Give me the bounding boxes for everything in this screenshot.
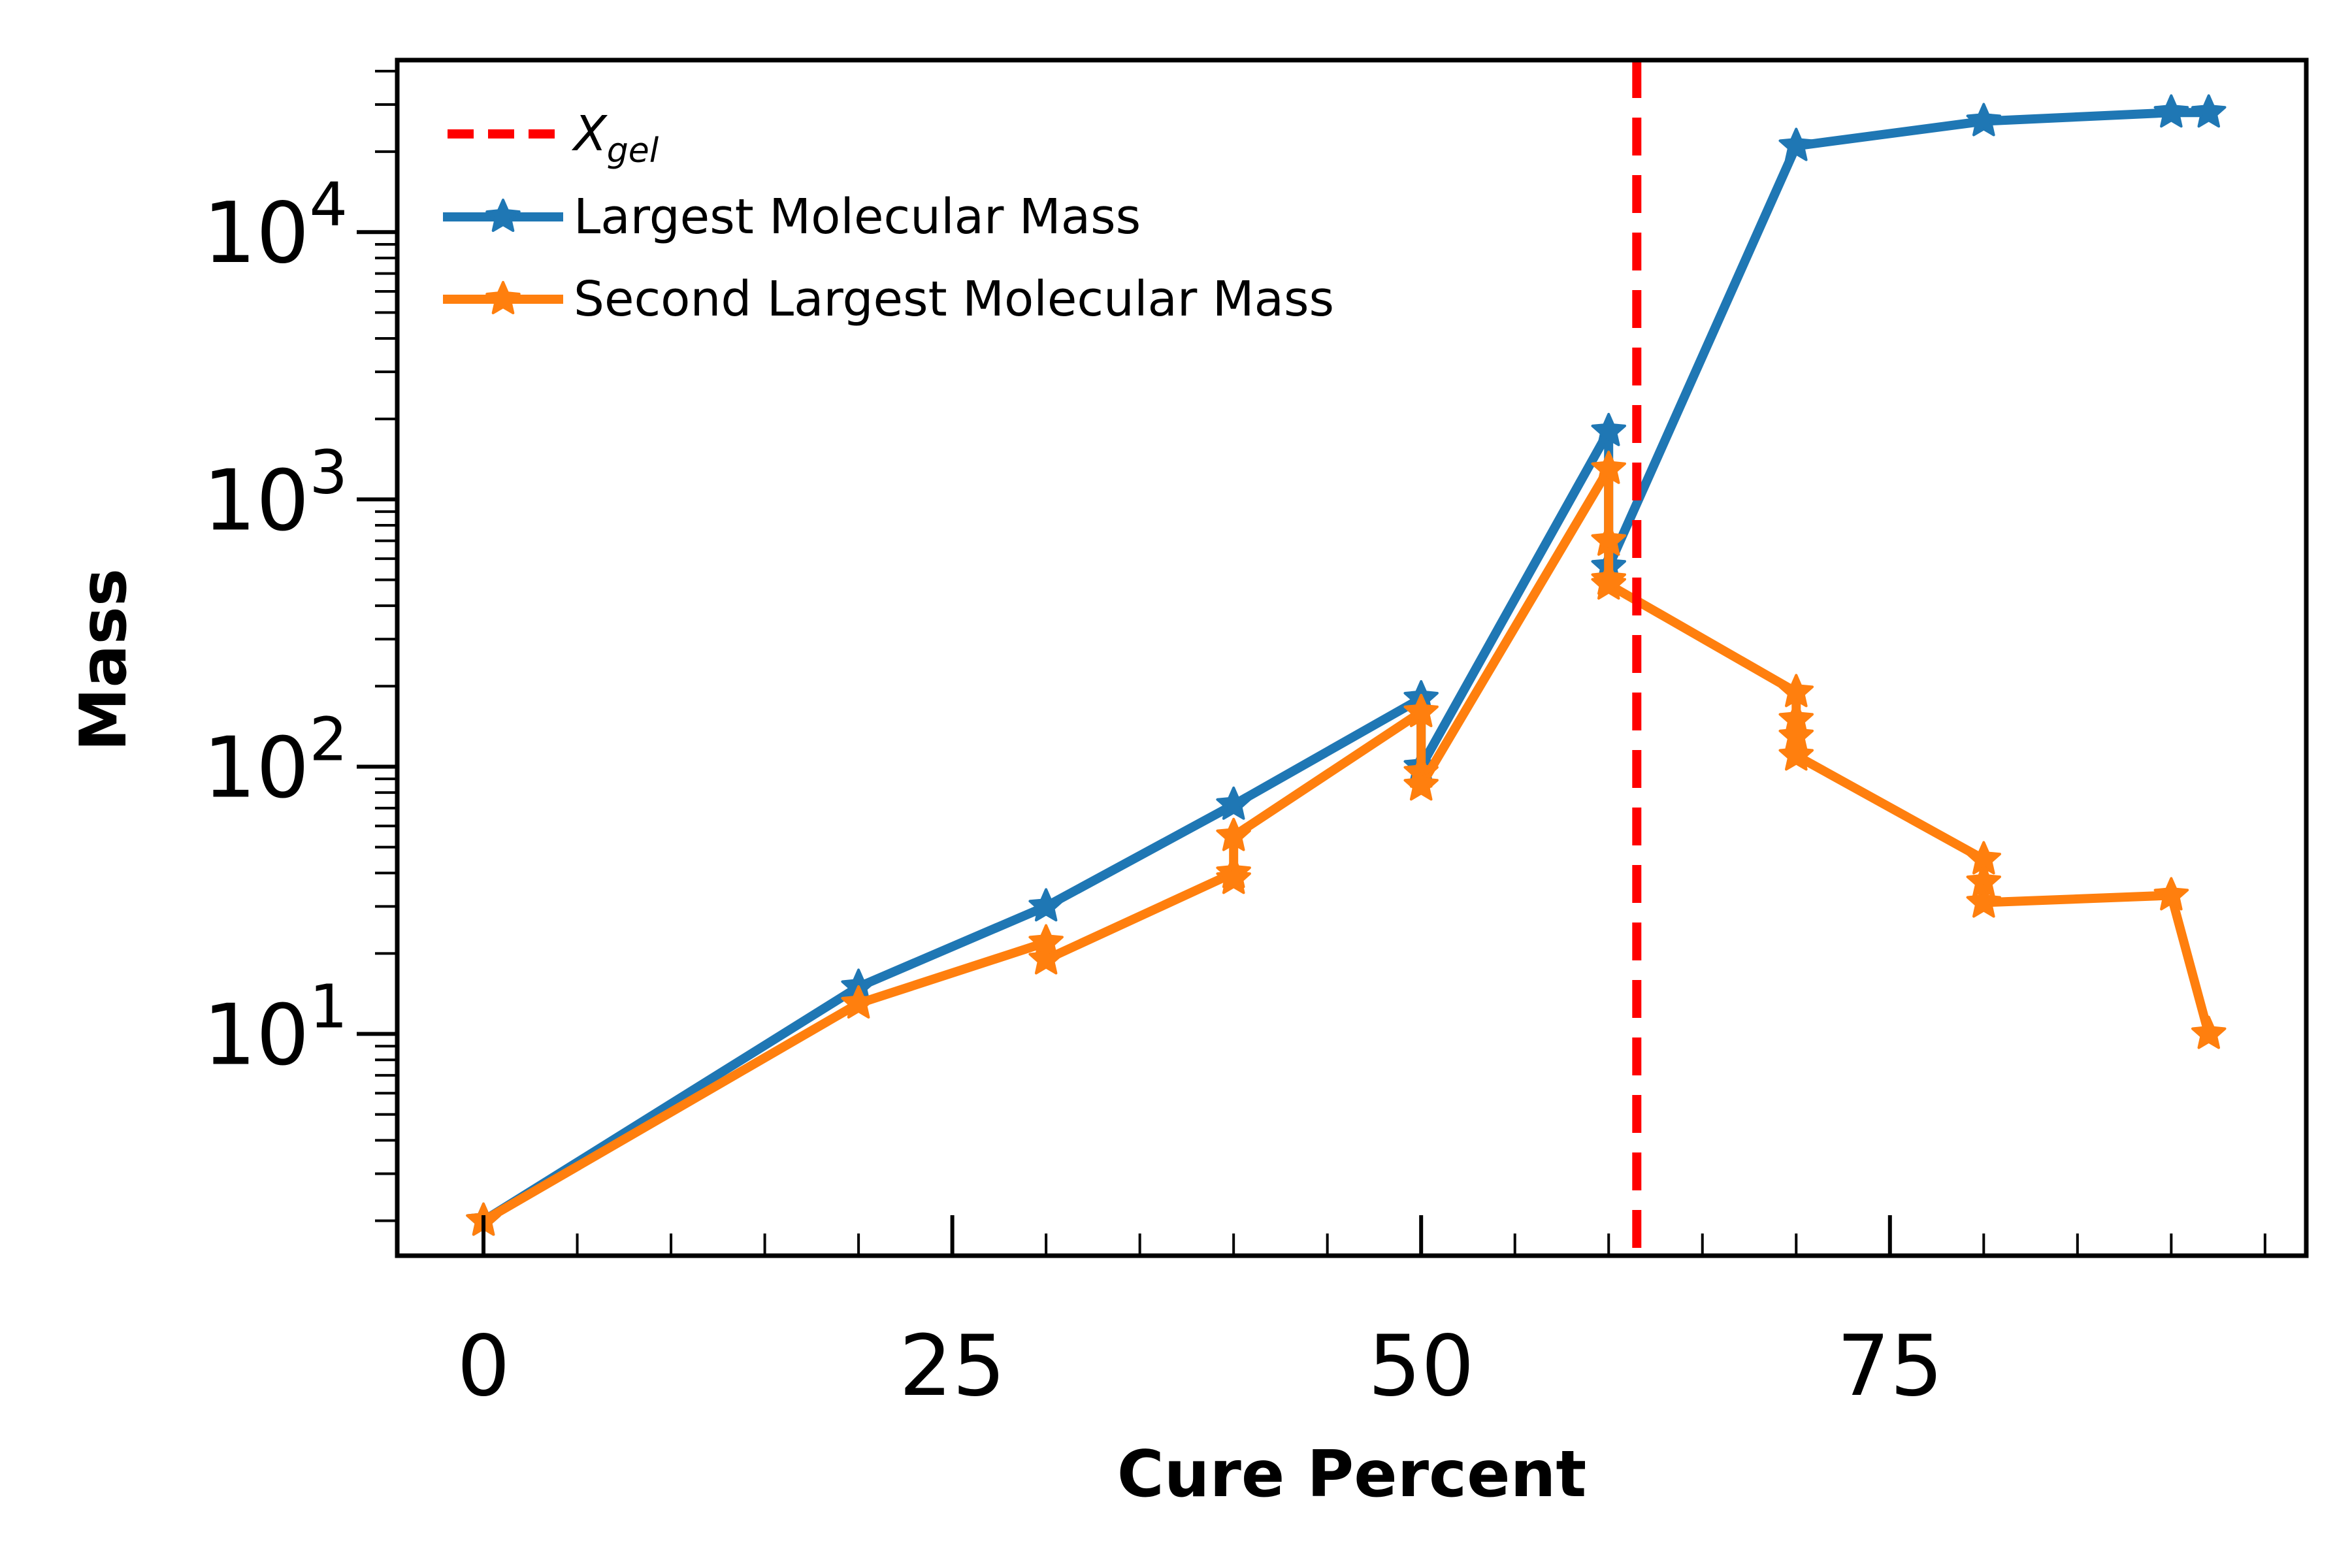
- data-point: [1216, 817, 1251, 851]
- x-axis-label: Cure Percent: [1117, 1437, 1586, 1512]
- x-tick-label: 50: [1368, 1318, 1475, 1415]
- legend-entry-largest: Largest Molecular Mass: [443, 189, 1141, 245]
- data-point: [1028, 941, 1064, 975]
- legend-star-glyph: [485, 281, 521, 314]
- y-tick-exponent: 2: [309, 704, 348, 774]
- data-point: [1591, 566, 1626, 600]
- x-tick-label: 0: [457, 1318, 510, 1415]
- y-axis-label: Mass: [67, 568, 141, 751]
- data-point: [1591, 412, 1626, 446]
- y-tick-base: 10: [203, 185, 310, 282]
- y-tick-exponent: 4: [309, 170, 348, 240]
- data-point: [2153, 877, 2189, 911]
- x-tick-label: 75: [1837, 1318, 1943, 1415]
- series-line-0: [481, 108, 2209, 1225]
- x-tick-label: 25: [899, 1318, 1005, 1415]
- gel-point-subscript: gel: [607, 131, 659, 171]
- y-tick-label: 103: [203, 437, 348, 549]
- y-tick-label: 101: [203, 972, 348, 1085]
- legend-label-gel-point: Xgel: [571, 106, 659, 171]
- y-tick-base: 10: [203, 719, 310, 817]
- data-point: [2153, 94, 2189, 128]
- legend-marker-largest: [485, 199, 521, 232]
- data-point: [2191, 94, 2227, 128]
- legend-star-glyph: [485, 199, 521, 232]
- data-point: [1028, 888, 1064, 922]
- data-point: [1403, 767, 1439, 801]
- data-point: [1778, 737, 1814, 771]
- data-point: [1591, 450, 1626, 484]
- data-point: [1966, 103, 2001, 137]
- y-tick-base: 10: [203, 987, 310, 1085]
- gel-point-symbol: X: [571, 106, 608, 162]
- series-layer: [466, 94, 2227, 1236]
- data-point: [841, 985, 876, 1019]
- data-point: [1591, 522, 1626, 556]
- plot-frame: [395, 57, 2309, 1258]
- data-point: [1403, 693, 1439, 727]
- data-point: [1216, 860, 1251, 894]
- y-tick-exponent: 1: [309, 972, 348, 1042]
- legend-marker-second-largest: [485, 281, 521, 314]
- legend-entry-gel-point: Xgel: [448, 106, 659, 171]
- data-point: [1778, 127, 1814, 161]
- data-point: [1216, 786, 1251, 820]
- legend: Xgel Largest Molecular Mass Second Large…: [443, 106, 1334, 327]
- y-tick-label: 104: [203, 170, 348, 282]
- data-point: [1966, 884, 2001, 918]
- legend-entry-second-largest: Second Largest Molecular Mass: [443, 271, 1334, 327]
- legend-label-second-largest: Second Largest Molecular Mass: [574, 271, 1334, 327]
- y-tick-label: 102: [203, 704, 348, 817]
- data-point: [2191, 1015, 2227, 1049]
- y-tick-base: 10: [203, 452, 310, 549]
- series-1: [466, 450, 2227, 1236]
- y-tick-exponent: 3: [309, 437, 348, 507]
- x-axis: 0 25 50 75: [457, 1215, 2266, 1415]
- data-point: [1778, 674, 1814, 708]
- legend-label-largest: Largest Molecular Mass: [574, 189, 1141, 245]
